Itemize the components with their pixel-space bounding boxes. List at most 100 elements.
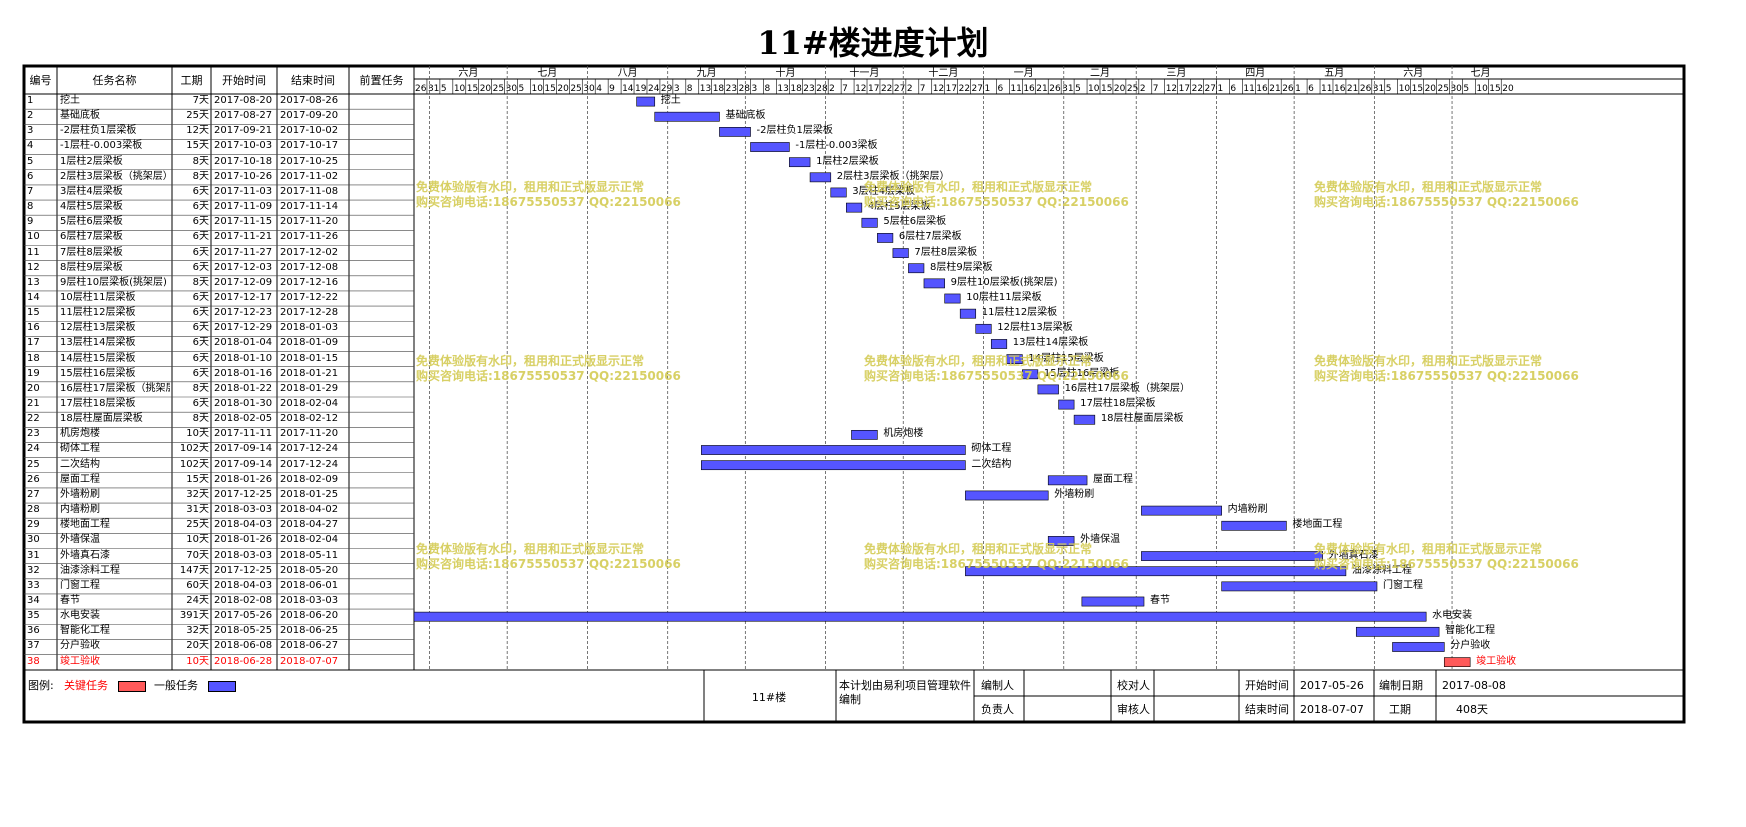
critical-task-bar — [1443, 657, 1471, 667]
month-label: 八月 — [618, 67, 638, 79]
month-label: 十一月 — [849, 66, 879, 79]
day-tick-label: 25 — [1127, 84, 1138, 94]
day-tick-label: 3 — [674, 84, 680, 94]
month-label: 二月 — [1090, 67, 1110, 79]
bar-label: -1层柱-0.003梁板 — [795, 140, 878, 152]
day-tick-label: 5 — [519, 84, 525, 94]
month-label: 六月 — [1403, 67, 1423, 79]
footer-date-label: 编制日期 — [1379, 679, 1423, 692]
legend-normal-label: 一般任务 — [154, 679, 198, 692]
day-tick-label: 20 — [480, 84, 492, 94]
task-name: 基础底板 — [60, 110, 100, 122]
task-bar — [892, 248, 909, 258]
task-end: 2018-01-09 — [280, 337, 339, 349]
day-tick-label: 5 — [1386, 84, 1392, 94]
task-id: 11 — [27, 246, 40, 258]
footer-compiler-label: 编制人 — [981, 679, 1014, 692]
task-bar — [923, 278, 945, 289]
task-start: 2017-12-03 — [214, 261, 273, 273]
column-header: 开始时间 — [222, 74, 266, 87]
task-end: 2017-11-02 — [280, 170, 339, 182]
bar-label: 外墙真石漆 — [1328, 549, 1379, 561]
month-label: 四月 — [1245, 67, 1265, 79]
task-start: 2017-09-14 — [214, 443, 273, 455]
column-header: 任务名称 — [92, 74, 137, 87]
task-name: 18层柱屋面层梁板 — [60, 413, 143, 425]
day-tick-label: 10 — [1476, 84, 1488, 94]
task-start: 2017-11-09 — [214, 201, 273, 213]
task-name: 外墙保温 — [60, 534, 100, 546]
month-label: 九月 — [697, 67, 717, 79]
day-tick-label: 6 — [1230, 84, 1236, 94]
month-label: 十二月 — [928, 66, 958, 79]
task-duration: 6天 — [192, 367, 209, 379]
task-start: 2017-09-14 — [214, 458, 273, 470]
task-duration: 6天 — [192, 246, 209, 258]
task-duration: 102天 — [179, 458, 209, 470]
task-end: 2017-11-14 — [280, 201, 339, 213]
month-label: 七月 — [1471, 67, 1491, 79]
task-duration: 147天 — [179, 564, 209, 576]
day-tick-label: 4 — [596, 84, 602, 94]
day-tick-label: 12 — [855, 84, 866, 94]
task-start: 2018-01-16 — [214, 367, 273, 379]
legend-critical-label: 关键任务 — [64, 679, 108, 692]
task-bar — [789, 157, 811, 168]
task-start: 2017-11-27 — [214, 246, 273, 258]
task-bar — [1141, 551, 1323, 561]
task-bar — [1006, 354, 1023, 364]
task-name: 竣工验收 — [60, 655, 100, 667]
task-start: 2017-12-17 — [214, 291, 273, 303]
day-tick-label: 13 — [777, 84, 788, 94]
task-start: 2017-12-25 — [214, 488, 273, 500]
task-start: 2017-09-21 — [214, 125, 273, 137]
outer-frame — [22, 64, 1686, 724]
task-bar — [654, 111, 720, 122]
day-tick-label: 15 — [544, 84, 555, 94]
task-bar — [809, 172, 832, 183]
task-start: 2017-11-11 — [214, 428, 273, 440]
task-end: 2018-01-15 — [280, 352, 339, 364]
bar-label: 分户验收 — [1450, 640, 1491, 652]
task-bar — [750, 142, 790, 152]
task-bar — [1073, 414, 1096, 425]
task-duration: 6天 — [192, 337, 209, 349]
day-tick-label: 2 — [829, 84, 835, 94]
bar-label: 机房炮楼 — [883, 428, 924, 440]
footer-end-label: 结束时间 — [1245, 703, 1289, 716]
task-duration: 12天 — [186, 125, 209, 137]
task-name: 油漆涂料工程 — [60, 564, 120, 576]
task-duration: 15天 — [186, 473, 209, 485]
month-label: 三月 — [1166, 67, 1186, 79]
task-bar — [990, 339, 1008, 349]
task-end: 2018-06-01 — [280, 579, 339, 591]
task-name: 6层柱7层梁板 — [60, 231, 123, 243]
day-tick-label: 26 — [1360, 84, 1372, 94]
task-name: 1层柱2层梁板 — [60, 155, 123, 167]
task-name: -1层柱-0.003梁板 — [60, 140, 143, 152]
day-tick-label: 17 — [946, 84, 957, 94]
task-end: 2017-10-25 — [280, 155, 339, 167]
task-end: 2017-12-28 — [280, 307, 339, 319]
task-name: 外墙粉刷 — [60, 488, 100, 500]
bar-label: 17层柱18层梁板 — [1080, 398, 1156, 409]
footer-duration-label: 工期 — [1389, 703, 1411, 716]
legend-normal-swatch — [208, 681, 236, 692]
task-end: 2018-01-25 — [280, 488, 339, 500]
task-end: 2018-06-27 — [280, 640, 339, 652]
task-duration: 6天 — [192, 291, 209, 303]
task-bar — [851, 429, 878, 440]
bar-label: 竣工验收 — [1476, 655, 1517, 667]
task-id: 8 — [27, 201, 34, 213]
month-label: 七月 — [537, 67, 557, 79]
bar-label: 4层柱5层梁板 — [867, 201, 931, 213]
month-label: 一月 — [1014, 67, 1034, 79]
task-id: 35 — [27, 610, 40, 622]
day-tick-label: 7 — [920, 84, 926, 94]
day-tick-label: 27 — [894, 84, 905, 94]
task-duration: 8天 — [192, 413, 209, 425]
task-id: 36 — [27, 625, 40, 637]
day-tick-label: 15 — [1412, 84, 1423, 94]
day-tick-label: 22 — [881, 84, 892, 94]
task-start: 2018-03-03 — [214, 549, 273, 561]
